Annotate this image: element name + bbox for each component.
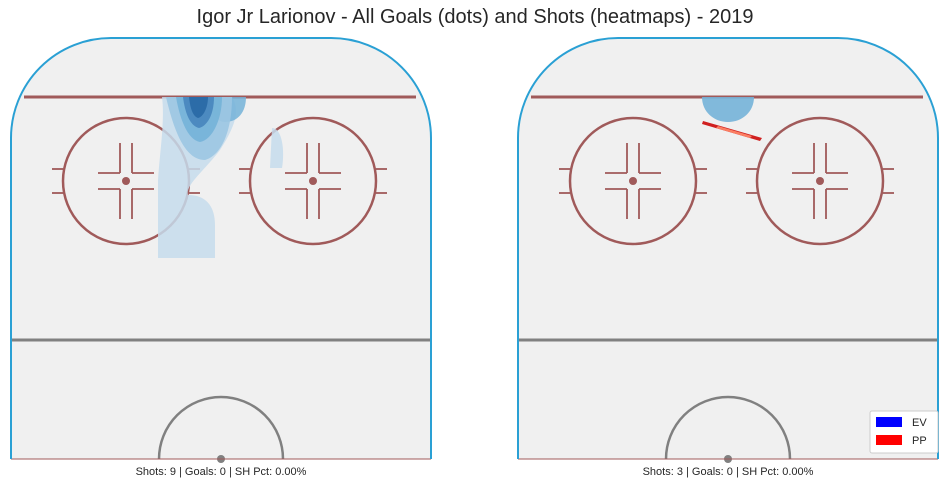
boards — [10, 37, 432, 459]
chart-title: Igor Jr Larionov - All Goals (dots) and … — [196, 6, 754, 28]
right-panel-caption: Shots: 3 | Goals: 0 | SH Pct: 0.00% — [643, 466, 814, 478]
shot-density-ev — [702, 97, 754, 122]
faceoff-circle — [248, 116, 378, 246]
boards — [517, 37, 939, 459]
center-circle — [664, 395, 792, 460]
shot-density-pp-core — [716, 126, 752, 138]
rink-left-panel — [10, 37, 432, 463]
faceoff-dot — [309, 177, 317, 185]
faceoff-dot — [629, 177, 637, 185]
shot-density-peak — [189, 97, 208, 118]
faceoff-dot — [816, 177, 824, 185]
legend-pp-label: PP — [912, 435, 927, 447]
left-panel-caption: Shots: 9 | Goals: 0 | SH Pct: 0.00% — [136, 466, 307, 478]
rink-right-panel — [517, 37, 939, 463]
legend-pp-swatch — [876, 435, 902, 445]
left-heatmap — [158, 97, 284, 258]
right-heatmap — [702, 97, 762, 141]
legend-ev-label: EV — [912, 417, 927, 429]
center-circle — [157, 395, 285, 460]
faceoff-circle — [568, 116, 698, 246]
faceoff-circle — [755, 116, 885, 246]
legend: EV PP — [869, 410, 939, 454]
shot-density-level-1 — [270, 128, 284, 168]
ice-surface — [11, 38, 431, 459]
faceoff-dot — [122, 177, 130, 185]
ice-surface — [518, 38, 938, 459]
legend-ev-swatch — [876, 417, 902, 427]
